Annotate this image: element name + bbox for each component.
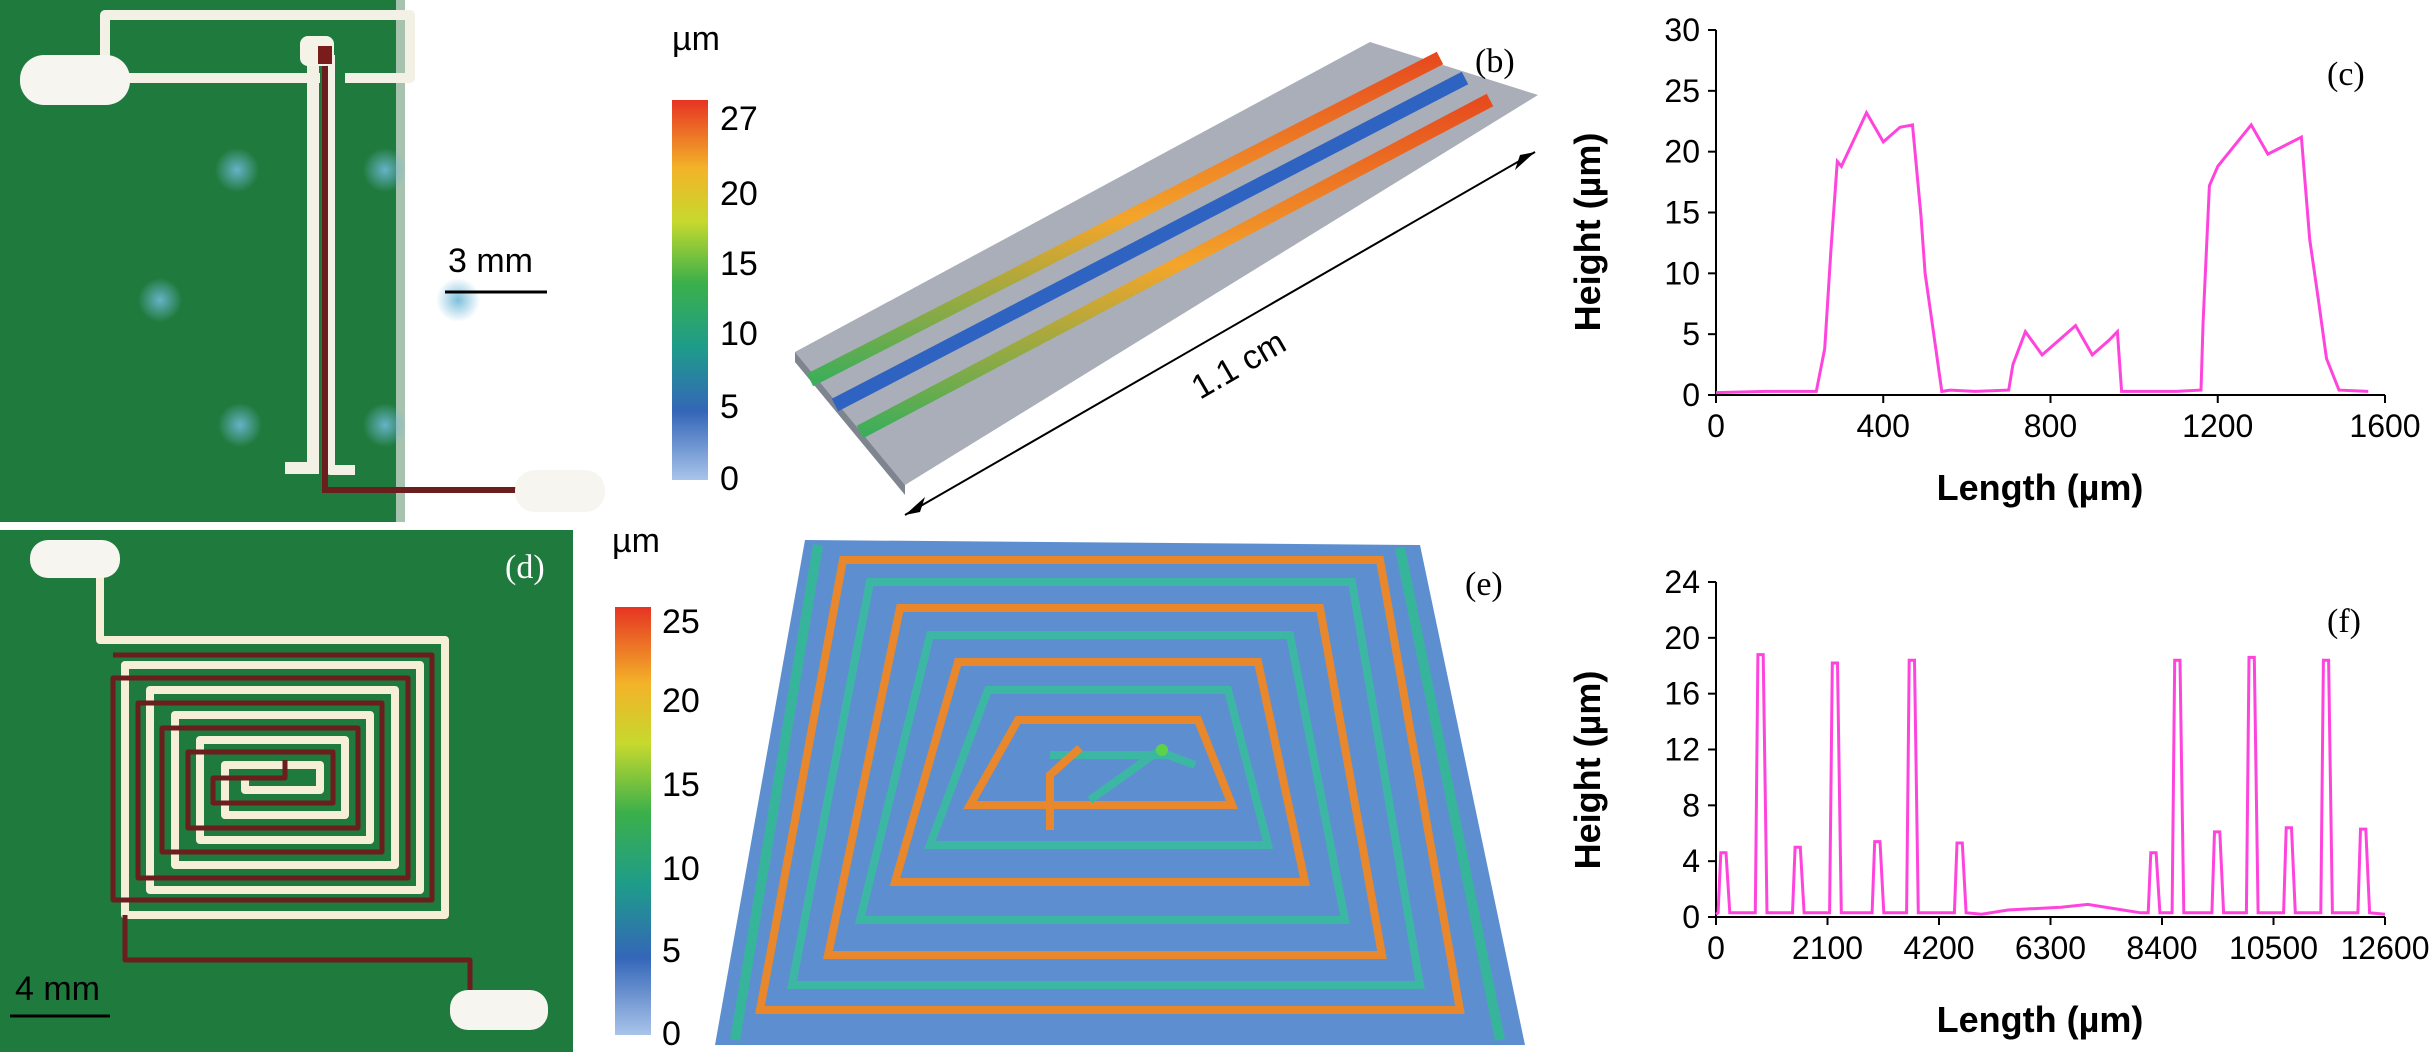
colorbar-bottom-tick: 5 bbox=[662, 932, 681, 970]
panel-a-label: (a) bbox=[565, 23, 603, 60]
chart-f-x-tick-label: 12600 bbox=[2341, 930, 2430, 966]
chart-f-x-tick-label: 2100 bbox=[1792, 930, 1863, 966]
colorbar-top-tick: 5 bbox=[720, 388, 739, 426]
chart-c-y-tick-label: 10 bbox=[1664, 255, 1700, 291]
chart-f-axes bbox=[1708, 581, 2386, 925]
chart-c-axes bbox=[1708, 29, 2386, 403]
panel-b-dimension-label: 1.1 cm bbox=[1185, 323, 1292, 407]
chart-c-y-tick-label: 30 bbox=[1664, 12, 1700, 48]
chart-c-x-tick-label: 800 bbox=[2024, 408, 2077, 444]
colorbar-top: µm 27 20 15 10 5 0 bbox=[672, 20, 758, 498]
colorbar-top-tick: 15 bbox=[720, 245, 758, 283]
panel-a-photo bbox=[0, 0, 605, 522]
panel-e-label: (e) bbox=[1465, 566, 1503, 603]
chart-c-x-tick-label: 1200 bbox=[2182, 408, 2253, 444]
chart-c-x-tick-label: 0 bbox=[1707, 408, 1725, 444]
colorbar-bottom-tick: 25 bbox=[662, 603, 700, 641]
chart-c-y-tick-label: 25 bbox=[1664, 73, 1700, 109]
chart-c-x-tick-label: 1600 bbox=[2349, 408, 2420, 444]
chart-c: 0 400 800 1200 1600 0 5 10 15 20 25 30 (c) Length (… bbox=[1567, 12, 2421, 508]
panel-d-scale-label: 4 mm bbox=[15, 970, 100, 1008]
chart-f-y-tick-label: 8 bbox=[1682, 787, 1700, 823]
colorbar-bottom-tick: 20 bbox=[662, 682, 700, 720]
chart-f: 0 2100 4200 6300 8400 10500 12600 0 4 8 12 16 20 24 (… bbox=[1567, 564, 2429, 1040]
chart-c-y-tick-label: 5 bbox=[1682, 316, 1700, 352]
panel-e-profile bbox=[715, 540, 1525, 1045]
chart-f-x-tick-label: 8400 bbox=[2126, 930, 2197, 966]
panel-d-label: (d) bbox=[505, 549, 545, 586]
colorbar-bottom-tick: 15 bbox=[662, 766, 700, 804]
chart-f-series-line bbox=[1715, 653, 2386, 916]
chart-f-y-tick-label: 24 bbox=[1664, 564, 1700, 600]
colorbar-bottom-tick: 10 bbox=[662, 850, 700, 888]
chart-f-x-tick-label: 6300 bbox=[2015, 930, 2086, 966]
panel-d-photo bbox=[0, 530, 573, 1052]
chart-f-panel-label: (f) bbox=[2327, 603, 2361, 640]
chart-f-y-tick-label: 4 bbox=[1682, 843, 1700, 879]
colorbar-top-tick: 10 bbox=[720, 315, 758, 353]
colorbar-bottom: µm 25 20 15 10 5 0 bbox=[612, 522, 700, 1052]
chart-c-series-line bbox=[1715, 109, 2369, 395]
colorbar-top-unit: µm bbox=[672, 20, 720, 58]
chart-f-x-tick-label: 0 bbox=[1707, 930, 1725, 966]
chart-f-y-tick-label: 0 bbox=[1682, 899, 1700, 935]
chart-c-y-tick-label: 15 bbox=[1664, 195, 1700, 231]
colorbar-top-tick: 20 bbox=[720, 175, 758, 213]
chart-f-xlabel: Length (µm) bbox=[1937, 999, 2144, 1040]
chart-c-y-tick-label: 20 bbox=[1664, 134, 1700, 170]
colorbar-top-tick: 0 bbox=[720, 460, 739, 498]
panel-a-scale-label: 3 mm bbox=[448, 242, 533, 280]
colorbar-bottom-unit: µm bbox=[612, 522, 660, 560]
chart-c-y-tick-label: 0 bbox=[1682, 377, 1700, 413]
panel-b-label: (b) bbox=[1475, 43, 1515, 80]
colorbar-top-tick: 27 bbox=[720, 100, 758, 138]
colorbar-bottom-tick: 0 bbox=[662, 1015, 681, 1052]
chart-f-y-tick-label: 20 bbox=[1664, 620, 1700, 656]
chart-f-x-tick-label: 4200 bbox=[1903, 930, 1974, 966]
chart-c-xlabel: Length (µm) bbox=[1937, 467, 2144, 508]
chart-c-x-tick-label: 400 bbox=[1857, 408, 1910, 444]
chart-c-ylabel: Height (µm) bbox=[1567, 133, 1608, 332]
chart-f-x-tick-label: 10500 bbox=[2229, 930, 2318, 966]
chart-f-y-tick-label: 12 bbox=[1664, 732, 1700, 768]
chart-c-panel-label: (c) bbox=[2327, 56, 2365, 93]
panel-b-profile bbox=[795, 42, 1538, 516]
chart-f-y-tick-label: 16 bbox=[1664, 676, 1700, 712]
chart-f-ylabel: Height (µm) bbox=[1567, 671, 1608, 870]
